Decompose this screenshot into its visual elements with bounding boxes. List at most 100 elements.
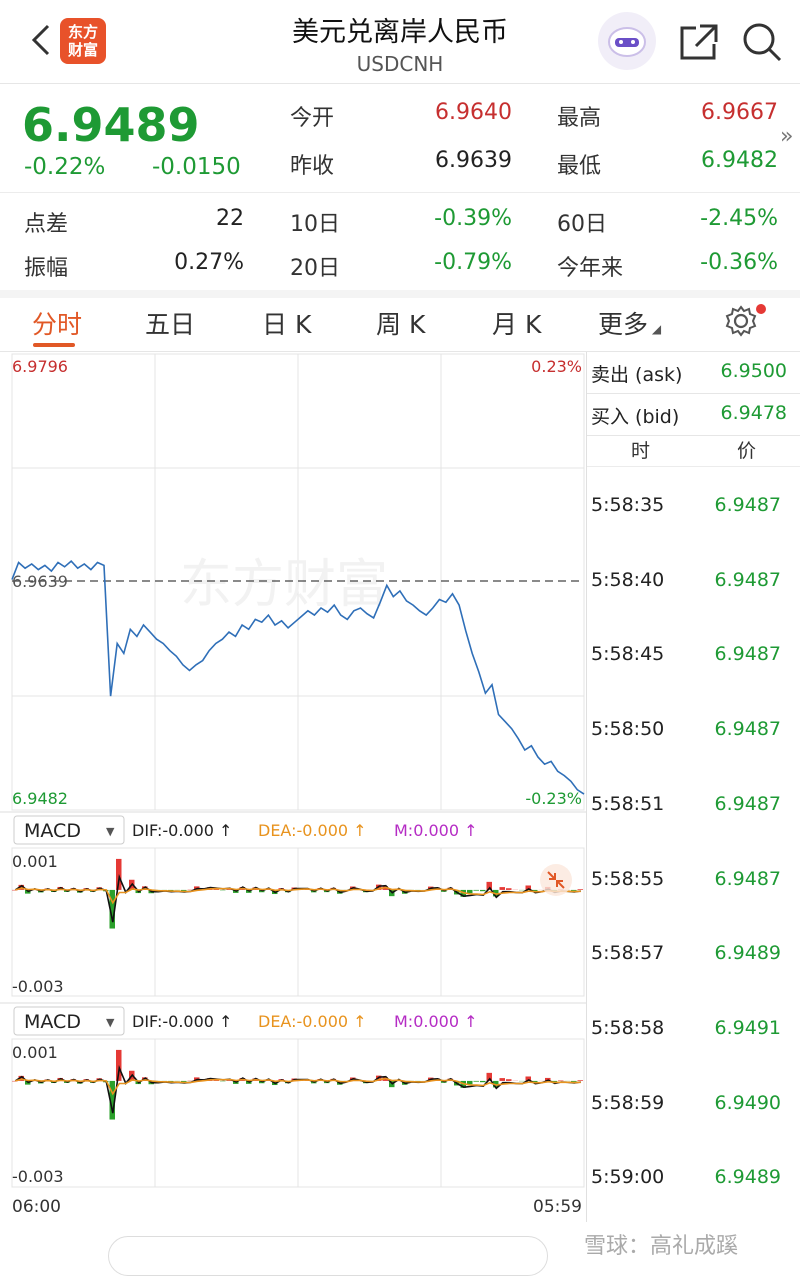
tick-row: 5:58:45 6.9487 (587, 643, 800, 673)
tab-daily-k[interactable]: 日 K (262, 305, 311, 341)
y-top-label: 6.9796 (12, 357, 68, 376)
tick-price: 6.9491 (715, 1017, 781, 1039)
tick-time: 5:58:50 (591, 718, 664, 740)
macd-bar (506, 1079, 512, 1081)
macd2-bottom-label: -0.003 (12, 1167, 64, 1186)
tick-price: 6.9487 (715, 718, 781, 740)
macd-bar (500, 1078, 506, 1081)
collapse-arrows-icon[interactable] (540, 864, 572, 896)
tick-time: 5:58:58 (591, 1017, 664, 1039)
d60-value: -2.45% (660, 206, 778, 231)
tick-time: 5:58:51 (591, 793, 664, 815)
macd-panel-1: MACD ▼ DIF:-0.000 ↑ DEA:-0.000 ↑ M:0.000… (0, 812, 586, 996)
tick-row: 5:58:40 6.9487 (587, 569, 800, 599)
pct-bottom-label: -0.23% (525, 789, 582, 808)
tab-weekly-k[interactable]: 周 K (376, 305, 425, 341)
x-end-label: 05:59 (533, 1197, 582, 1217)
tab-more[interactable]: 更多 ◢ (598, 305, 661, 341)
app-header: 东方财富 美元兑离岸人民币 USDCNH (0, 0, 800, 84)
macd-title-1: MACD (24, 820, 81, 842)
tick-row: 5:58:58 6.9491 (587, 1017, 800, 1047)
amplitude-value: 0.27% (140, 250, 244, 275)
bid-label: 买入 (bid) (591, 402, 679, 429)
current-price: 6.9489 (22, 98, 200, 152)
active-tab-indicator (33, 343, 75, 347)
tick-row: 5:58:51 6.9487 (587, 793, 800, 823)
x-start-label: 06:00 (12, 1197, 61, 1217)
bid-row: 买入 (bid) 6.9478 (587, 394, 800, 436)
assistant-robot-icon[interactable] (598, 12, 656, 70)
intraday-chart-svg[interactable]: 东方财富 6.9796 0.23% 6.9639 6.9482 -0.23% M… (0, 352, 586, 1222)
chevron-down-icon: ▼ (106, 825, 115, 838)
dif-label-1: DIF:-0.000 ↑ (132, 821, 232, 840)
spread-value: 22 (140, 206, 244, 231)
change-percent: -0.22% (24, 154, 105, 180)
macd-bar (480, 1081, 486, 1082)
macd-bar (506, 888, 512, 890)
tick-row: 5:58:55 6.9487 (587, 868, 800, 898)
macd2-top-label: 0.001 (12, 1043, 58, 1062)
comment-input[interactable] (108, 1236, 548, 1276)
tick-time: 5:59:00 (591, 1166, 664, 1188)
change-amount: -0.0150 (152, 154, 241, 180)
tick-time: 5:58:40 (591, 569, 664, 591)
macd-bar (474, 1081, 480, 1082)
tick-price: 6.9487 (715, 643, 781, 665)
ref-price-label: 6.9639 (12, 572, 68, 591)
search-icon[interactable] (740, 20, 784, 64)
ticks-header: 时 价 (587, 436, 800, 464)
tick-price: 6.9487 (715, 569, 781, 591)
open-label: 今开 (290, 100, 334, 132)
macd1-top-label: 0.001 (12, 852, 58, 871)
open-value: 6.9640 (400, 100, 512, 125)
macd-bar (578, 889, 584, 890)
trade-side-panel: 卖出 (ask) 6.9500 买入 (bid) 6.9478 时 价 5:58… (586, 352, 800, 1222)
bid-value: 6.9478 (721, 402, 787, 424)
high-label: 最高 (557, 100, 601, 132)
low-label: 最低 (557, 148, 601, 180)
divider (0, 192, 800, 193)
col-price-label: 价 (737, 436, 756, 463)
d20-label: 20日 (290, 250, 340, 282)
bottom-bar: 雪球：高礼成蹊 (0, 1222, 800, 1254)
tick-time: 5:58:55 (591, 868, 664, 890)
pct-top-label: 0.23% (531, 357, 582, 376)
divider (587, 466, 800, 467)
tick-time: 5:58:45 (591, 643, 664, 665)
tick-price: 6.9487 (715, 868, 781, 890)
tab-more-label: 更多 (598, 310, 648, 339)
share-icon[interactable] (676, 22, 720, 62)
dea-label-1: DEA:-0.000 ↑ (258, 821, 367, 840)
tick-time: 5:58:57 (591, 942, 664, 964)
d10-label: 10日 (290, 206, 340, 238)
ask-value: 6.9500 (721, 360, 787, 382)
ask-label: 卖出 (ask) (591, 360, 682, 387)
prev-close-value: 6.9639 (400, 148, 512, 173)
macd-title-2: MACD (24, 1011, 81, 1033)
dropdown-triangle-icon: ◢ (648, 322, 661, 336)
tab-monthly-k[interactable]: 月 K (492, 305, 541, 341)
notification-dot (756, 304, 766, 314)
prev-close-label: 昨收 (290, 148, 334, 180)
ytd-value: -0.36% (660, 250, 778, 275)
tick-time: 5:58:59 (591, 1092, 664, 1114)
expand-more-icon[interactable]: » (780, 124, 793, 149)
watermark-text: 雪球：高礼成蹊 (584, 1228, 738, 1260)
ask-row: 卖出 (ask) 6.9500 (587, 352, 800, 394)
gear-icon[interactable] (724, 304, 758, 338)
d10-value: -0.39% (400, 206, 512, 231)
quote-panel: 6.9489 -0.22% -0.0150 今开 6.9640 最高 6.966… (0, 84, 800, 290)
macd-bar (474, 890, 480, 891)
macd-panel-2: MACD ▼ DIF:-0.000 ↑ DEA:-0.000 ↑ M:0.000… (0, 1003, 586, 1187)
tick-price: 6.9487 (715, 793, 781, 815)
col-time-label: 时 (631, 436, 650, 463)
ytd-label: 今年来 (557, 250, 623, 282)
chart-watermark: 东方财富 (180, 555, 388, 615)
tick-row: 5:58:50 6.9487 (587, 718, 800, 748)
tab-five-day[interactable]: 五日 (145, 305, 195, 341)
tab-intraday[interactable]: 分时 (32, 305, 82, 341)
m-label-2: M:0.000 ↑ (394, 1012, 478, 1031)
macd1-bottom-label: -0.003 (12, 977, 64, 996)
